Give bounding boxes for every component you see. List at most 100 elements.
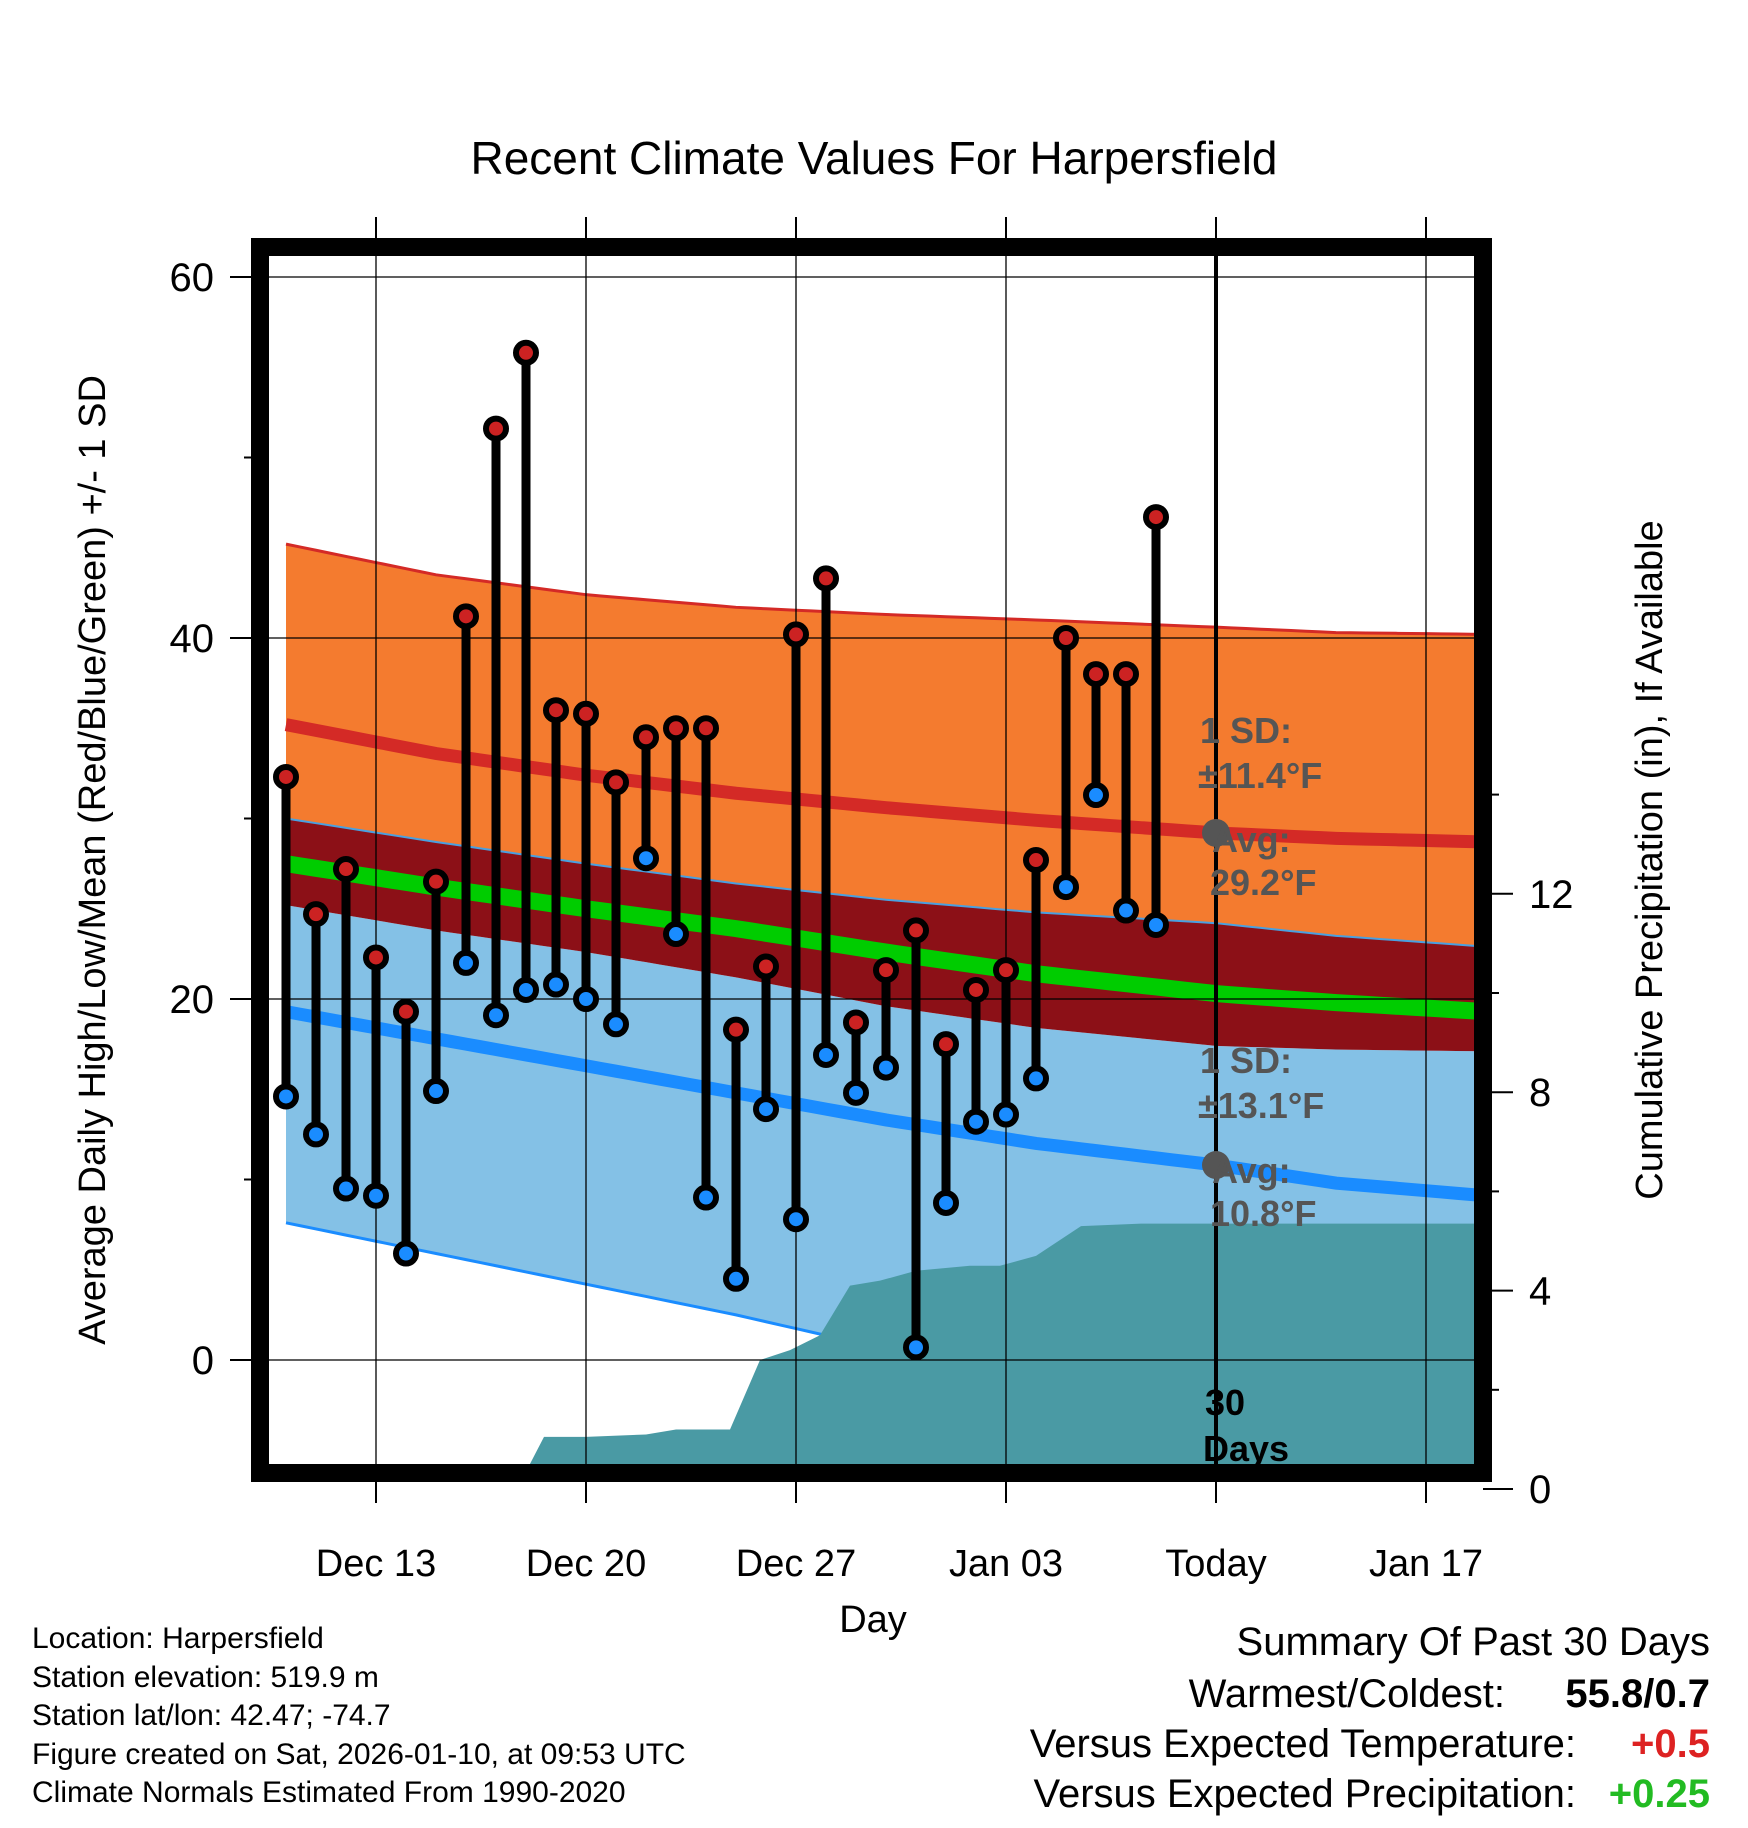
low-avg-label: Avg:	[1212, 1150, 1291, 1191]
high-marker	[933, 1031, 959, 1058]
chart-title: Recent Climate Values For Harpersfield	[470, 132, 1277, 184]
high-marker	[393, 998, 419, 1025]
created-text: Figure created on Sat, 2026-01-10, at 09…	[32, 1737, 686, 1771]
low-sd-label: 1 SD:	[1200, 1040, 1292, 1081]
y2-tick-label: 8	[1529, 1071, 1551, 1115]
warmest-label: Warmest/Coldest:	[1188, 1672, 1505, 1716]
x-axis-label: Day	[839, 1599, 907, 1641]
plot-frame	[251, 238, 1492, 1482]
high-sd-value: ±11.4°F	[1198, 755, 1322, 796]
y-tick-label: 40	[170, 617, 215, 661]
high-marker	[423, 868, 449, 895]
temp-label: Versus Expected Temperature:	[1029, 1722, 1576, 1766]
high-marker	[723, 1016, 749, 1043]
location-text: Location: Harpersfield	[32, 1622, 324, 1655]
low-avg-dot	[1202, 1151, 1230, 1180]
high-marker	[513, 339, 539, 366]
high-marker	[1053, 625, 1079, 651]
high-marker	[1113, 661, 1139, 688]
high-marker	[453, 603, 479, 630]
low-marker	[423, 1078, 449, 1105]
low-marker	[843, 1079, 869, 1106]
low-marker	[753, 1096, 779, 1123]
normals-text: Climate Normals Estimated From 1990-2020	[32, 1776, 626, 1809]
elevation-text: Station elevation: 519.9 m	[32, 1660, 379, 1694]
low-marker	[633, 845, 659, 872]
y2-tick-label: 0	[1529, 1468, 1551, 1512]
high-marker	[783, 621, 809, 648]
high-lower-line	[285, 817, 1483, 948]
temp-value: +0.5	[1631, 1722, 1710, 1766]
high-marker	[1143, 504, 1169, 531]
low-marker	[1083, 782, 1109, 809]
high-avg-line	[284, 718, 1483, 849]
high-avg-dot	[1202, 818, 1230, 847]
y2-axis-label: Cumulative Precipitation (in), If Availa…	[1629, 520, 1671, 1199]
low-marker	[693, 1184, 719, 1211]
high-upper-line	[285, 542, 1483, 636]
low-marker	[543, 971, 569, 998]
high-marker	[963, 976, 989, 1003]
high-marker	[663, 715, 689, 742]
low-marker	[993, 1101, 1019, 1128]
low-marker	[453, 949, 479, 976]
y-tick-label: 60	[170, 256, 215, 300]
y-axis-label: Average Daily High/Low/Mean (Red/Blue/Gr…	[72, 375, 114, 1345]
high-marker	[483, 415, 509, 442]
days-count: 30	[1205, 1382, 1245, 1423]
precip-area	[525, 1223, 1483, 1473]
high-marker	[573, 700, 599, 727]
low-avg-value: 10.8°F	[1210, 1193, 1316, 1234]
low-avg-line	[284, 1005, 1483, 1203]
station-info: Location: Harpersfield Station elevation…	[32, 1620, 686, 1813]
precip-value: +0.25	[1608, 1772, 1710, 1816]
latlon-text: Station lat/lon: 42.47; -74.7	[32, 1699, 391, 1732]
low-marker	[813, 1041, 839, 1068]
low-marker	[333, 1175, 359, 1202]
high-marker	[1083, 661, 1109, 688]
low-marker	[603, 1011, 629, 1038]
days-word: Days	[1203, 1428, 1289, 1469]
low-marker	[933, 1189, 959, 1216]
high-marker	[333, 856, 359, 883]
low-marker	[1053, 874, 1079, 901]
x-tick-label: Jan 03	[949, 1543, 1063, 1585]
high-marker	[813, 565, 839, 592]
high-avg-value: 29.2°F	[1210, 862, 1316, 903]
precip-label: Versus Expected Precipitation:	[1033, 1772, 1576, 1816]
y2-tick-label: 4	[1529, 1270, 1551, 1314]
x-tick-label: Today	[1165, 1543, 1266, 1585]
high-marker	[273, 763, 299, 790]
high-marker	[993, 957, 1019, 984]
x-tick-label: Jan 17	[1369, 1543, 1483, 1585]
low-marker	[393, 1240, 419, 1267]
low-marker	[1023, 1065, 1049, 1092]
low-marker	[363, 1182, 389, 1209]
high-marker	[633, 724, 659, 751]
low-marker	[303, 1121, 329, 1148]
high-marker	[543, 697, 569, 724]
high-marker	[303, 901, 329, 928]
x-tick-label: Dec 13	[316, 1543, 436, 1585]
high-marker	[843, 1009, 869, 1036]
low-marker	[903, 1334, 929, 1361]
high-marker	[903, 917, 929, 944]
y-tick-label: 0	[192, 1339, 214, 1383]
high-sd-label: 1 SD:	[1200, 710, 1292, 751]
low-marker	[573, 986, 599, 1012]
summary-title: Summary Of Past 30 Days	[1236, 1620, 1710, 1664]
low-marker	[783, 1206, 809, 1233]
high-marker	[753, 953, 779, 980]
low-marker	[273, 1083, 299, 1110]
high-marker	[603, 769, 629, 796]
low-marker	[1113, 897, 1139, 924]
low-sd-value: ±13.1°F	[1198, 1085, 1324, 1126]
y-tick-label: 20	[170, 978, 215, 1022]
warmest-value: 55.8/0.7	[1565, 1672, 1710, 1716]
low-marker	[483, 1002, 509, 1029]
x-tick-label: Dec 27	[736, 1543, 856, 1585]
low-marker	[663, 921, 689, 948]
low-marker	[1143, 911, 1169, 938]
high-marker	[363, 944, 389, 971]
high-marker	[873, 957, 899, 984]
